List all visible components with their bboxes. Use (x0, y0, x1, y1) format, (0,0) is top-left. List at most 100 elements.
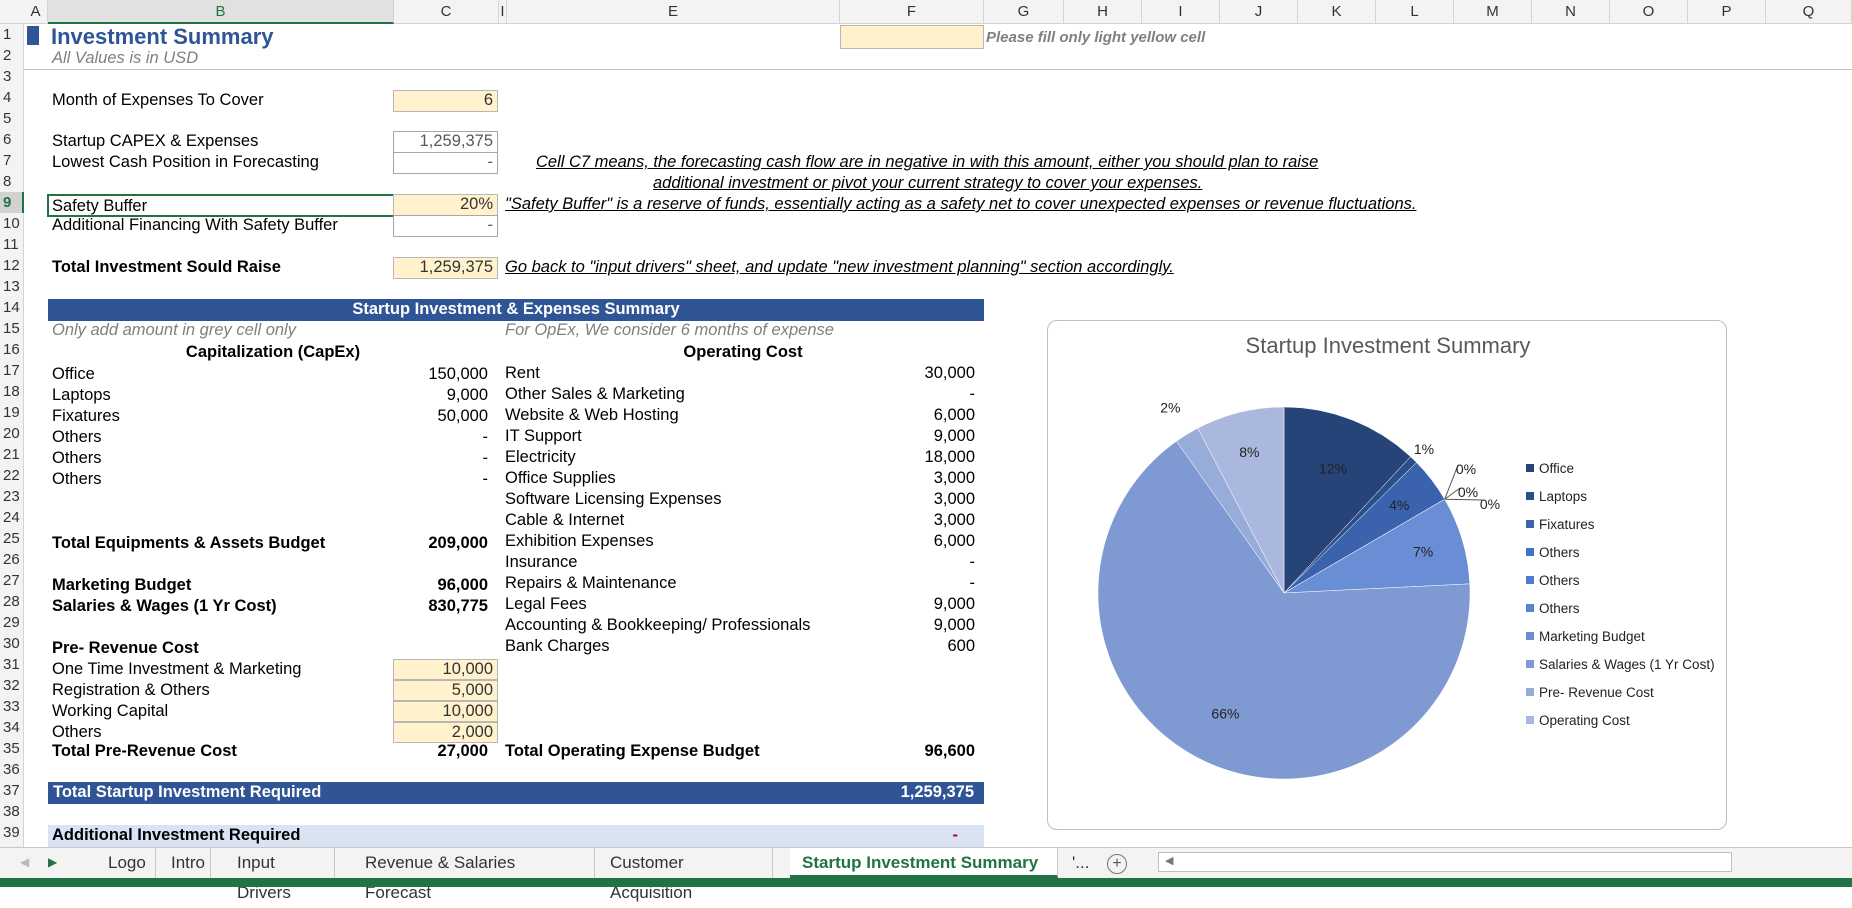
leader-line (1444, 464, 1459, 500)
row-header-22[interactable]: 22 (3, 467, 20, 484)
row-header-6[interactable]: 6 (3, 131, 12, 148)
row-header-14[interactable]: 14 (3, 299, 20, 316)
row-header-7[interactable]: 7 (3, 152, 12, 169)
row-header-12[interactable]: 12 (3, 257, 20, 274)
row-header-26[interactable]: 26 (3, 551, 20, 568)
row-header-5[interactable]: 5 (3, 110, 12, 127)
capex-item-label: Others (52, 470, 102, 488)
sheet-tab[interactable]: Startup Investment Summary (790, 848, 1058, 878)
horizontal-scrollbar[interactable]: ◀ (1158, 852, 1732, 872)
legend-item: Marketing Budget (1526, 629, 1645, 645)
row-header-20[interactable]: 20 (3, 425, 20, 442)
row-header-36[interactable]: 36 (3, 761, 20, 778)
row-header-21[interactable]: 21 (3, 446, 20, 463)
row-header-19[interactable]: 19 (3, 404, 20, 421)
row-header-27[interactable]: 27 (3, 572, 20, 589)
title-accent (27, 26, 39, 45)
prerev-item-value[interactable]: 5,000 (393, 680, 498, 701)
tab-scroll-left-icon[interactable]: ◀ (20, 855, 30, 869)
pie-percent-label: 12% (1319, 460, 1347, 476)
row-header-33[interactable]: 33 (3, 698, 20, 715)
column-header-k[interactable]: K (1298, 0, 1376, 24)
column-header-e[interactable]: E (507, 0, 840, 24)
months-input[interactable]: 6 (393, 90, 498, 112)
addfin-value[interactable]: - (393, 215, 498, 237)
sheet-tab[interactable]: Logo (96, 848, 156, 878)
sheet-tab-bar: ◀ ▶ Logo Intro Input Drivers Revenue & Sala… (0, 847, 1852, 902)
row-header-18[interactable]: 18 (3, 383, 20, 400)
sheet-tab[interactable]: Revenue & Salaries Forecast (353, 848, 595, 902)
legend-swatch (1526, 688, 1534, 696)
column-header-h[interactable]: H (1064, 0, 1142, 24)
opex-item-label: Software Licensing Expenses (505, 490, 722, 508)
column-header-p[interactable]: P (1688, 0, 1766, 24)
prerev-item-value[interactable]: 2,000 (393, 722, 498, 743)
add-sheet-icon[interactable]: + (1107, 854, 1127, 874)
tab-scroll-right-icon[interactable]: ▶ (48, 855, 58, 869)
prerev-item-value[interactable]: 10,000 (393, 701, 498, 722)
column-header-m[interactable]: M (1454, 0, 1532, 24)
opex-item-label: Accounting & Bookkeeping/ Professionals (505, 616, 811, 634)
row-header-1[interactable]: 1 (3, 26, 12, 43)
buffer-label[interactable]: Safety Buffer (47, 194, 395, 217)
opex-total-value: 96,600 (924, 742, 975, 760)
row-header-31[interactable]: 31 (3, 656, 20, 673)
row-header-16[interactable]: 16 (3, 341, 20, 358)
row-header-17[interactable]: 17 (3, 362, 20, 379)
capex-value[interactable]: 1,259,375 (393, 131, 498, 153)
capex-item-label: Laptops (52, 386, 111, 404)
row-header-15[interactable]: 15 (3, 320, 20, 337)
page-title: Investment Summary (51, 24, 274, 49)
row-header-32[interactable]: 32 (3, 677, 20, 694)
column-header-i[interactable]: I (499, 0, 507, 24)
column-header-j[interactable]: J (1220, 0, 1298, 24)
row-header-8[interactable]: 8 (3, 173, 12, 190)
buffer-input[interactable]: 20% (393, 194, 498, 216)
opex-item-value: - (969, 574, 976, 592)
column-header-l[interactable]: L (1376, 0, 1454, 24)
column-header-n[interactable]: N (1532, 0, 1610, 24)
column-header-o[interactable]: O (1610, 0, 1688, 24)
scroll-left-arrow-icon[interactable]: ◀ (1165, 855, 1174, 867)
legend-label: Others (1539, 545, 1580, 560)
row-header-39[interactable]: 39 (3, 824, 20, 841)
lowest-value[interactable]: - (393, 152, 498, 174)
sheet-tab[interactable]: Customer Acquisition (598, 848, 773, 902)
pie-slice[interactable] (1097, 440, 1471, 780)
row-header-2[interactable]: 2 (3, 47, 12, 64)
row-header-24[interactable]: 24 (3, 509, 20, 526)
row-header-4[interactable]: 4 (3, 89, 12, 106)
total-raise-value[interactable]: 1,259,375 (393, 257, 498, 279)
legend-item: Laptops (1526, 489, 1587, 505)
column-header-a[interactable]: A (24, 0, 48, 24)
column-header-f[interactable]: F (840, 0, 984, 24)
row-header-30[interactable]: 30 (3, 635, 20, 652)
sheet-tab[interactable]: Input Drivers (225, 848, 335, 902)
prerev-item-value[interactable]: 10,000 (393, 659, 498, 680)
row-header-38[interactable]: 38 (3, 803, 20, 820)
row-header-10[interactable]: 10 (3, 215, 20, 232)
column-header-i[interactable]: I (1142, 0, 1220, 24)
row-header-9[interactable]: 9 (0, 192, 24, 213)
column-header-q[interactable]: Q (1766, 0, 1852, 24)
more-tabs[interactable]: '... (1072, 853, 1090, 872)
pie-slice[interactable] (1197, 406, 1285, 594)
column-header-g[interactable]: G (984, 0, 1064, 24)
row-header-23[interactable]: 23 (3, 488, 20, 505)
row-header-3[interactable]: 3 (3, 68, 12, 85)
column-header-b[interactable]: B (48, 0, 394, 24)
row-header-35[interactable]: 35 (3, 740, 20, 757)
row-header-13[interactable]: 13 (3, 278, 20, 295)
row-header-34[interactable]: 34 (3, 719, 20, 736)
row-header-29[interactable]: 29 (3, 614, 20, 631)
row-header-28[interactable]: 28 (3, 593, 20, 610)
row-header-25[interactable]: 25 (3, 530, 20, 547)
sheet-tab[interactable]: Intro (159, 848, 211, 878)
row-header-37[interactable]: 37 (3, 782, 20, 799)
pie-slice[interactable] (1283, 406, 1411, 594)
prerev-item-label: One Time Investment & Marketing (52, 660, 302, 678)
column-header-c[interactable]: C (394, 0, 499, 24)
pie-chart[interactable]: Startup Investment Summary 12% 1% 4% 0% 0% 0%… (1047, 320, 1727, 830)
row-header-11[interactable]: 11 (3, 236, 19, 253)
